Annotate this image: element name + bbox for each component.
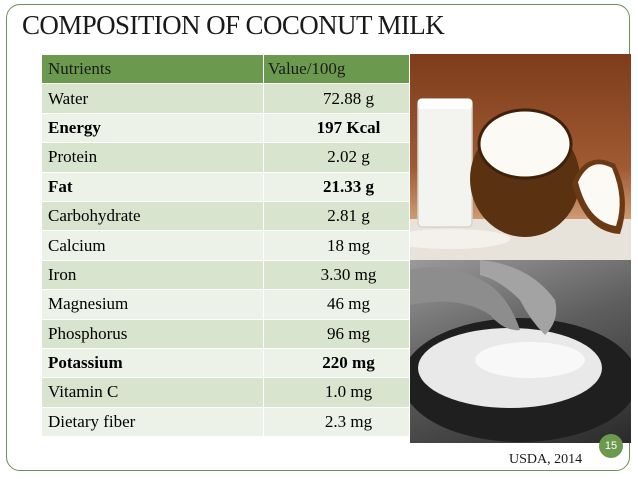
table-row: Dietary fiber 2.3 mg — [41, 406, 410, 438]
table-row: Phosphorus 96 mg — [41, 318, 410, 349]
coconut-flesh — [477, 108, 573, 180]
table-row: Water 72.88 g — [41, 83, 410, 114]
nutrient-value: 2.3 mg — [263, 406, 410, 438]
nutrient-value: 21.33 g — [263, 171, 410, 202]
nutrient-name: Vitamin C — [41, 377, 264, 408]
nutrient-name: Energy — [41, 112, 264, 144]
nutrient-value: 72.88 g — [263, 83, 410, 114]
table-row: Calcium 18 mg — [41, 230, 410, 261]
slide-title: COMPOSITION OF COCONUT MILK — [22, 10, 445, 40]
coconut-highlight — [475, 342, 585, 378]
nutrient-name: Water — [41, 83, 264, 114]
table-row: Magnesium 46 mg — [41, 289, 410, 320]
table-row: Iron 3.30 mg — [41, 259, 410, 291]
glass-rim — [418, 99, 472, 109]
rice-pile — [410, 229, 510, 249]
nutrient-value: 46 mg — [263, 289, 410, 320]
nutrient-value: 197 Kcal — [263, 112, 410, 144]
nutrient-table: Nutrients Value/100g Water 72.88 g Energ… — [41, 53, 410, 438]
nutrient-value: 220 mg — [263, 347, 410, 379]
nutrient-name: Protein — [41, 142, 264, 173]
table-row: Potassium 220 mg — [41, 347, 410, 379]
grated-coconut-photo — [410, 260, 631, 443]
table-row: Protein 2.02 g — [41, 142, 410, 173]
hand-right — [480, 260, 557, 335]
header-value: Value/100g — [263, 53, 410, 85]
nutrient-name: Calcium — [41, 230, 264, 261]
table-row: Energy 197 Kcal — [41, 112, 410, 144]
milk-glass — [417, 98, 473, 228]
source-citation: USDA, 2014 — [509, 452, 583, 467]
nutrient-value: 3.30 mg — [263, 259, 410, 291]
table-row: Carbohydrate 2.81 g — [41, 200, 410, 232]
coconut-piece-flesh — [578, 164, 620, 226]
nutrient-name: Iron — [41, 259, 264, 291]
nutrient-value: 2.02 g — [263, 142, 410, 173]
coconut-milk-illustration — [410, 98, 631, 260]
nutrient-value: 1.0 mg — [263, 377, 410, 408]
nutrient-value: 18 mg — [263, 230, 410, 261]
grated-coconut-illustration — [410, 260, 631, 442]
nutrient-value: 96 mg — [263, 318, 410, 349]
nutrient-name: Phosphorus — [41, 318, 264, 349]
table-header-row: Nutrients Value/100g — [41, 53, 410, 85]
header-nutrients: Nutrients — [41, 53, 264, 85]
nutrient-name: Fat — [41, 171, 264, 202]
nutrient-name: Potassium — [41, 347, 264, 379]
nutrient-value: 2.81 g — [263, 200, 410, 232]
nutrient-name: Magnesium — [41, 289, 264, 320]
table-row: Fat 21.33 g — [41, 171, 410, 202]
table-row: Vitamin C 1.0 mg — [41, 377, 410, 408]
page-number-badge: 15 — [599, 434, 623, 458]
coconut-milk-photo — [410, 54, 631, 260]
nutrient-name: Carbohydrate — [41, 200, 264, 232]
hand-left — [410, 267, 520, 331]
nutrient-name: Dietary fiber — [41, 406, 264, 438]
